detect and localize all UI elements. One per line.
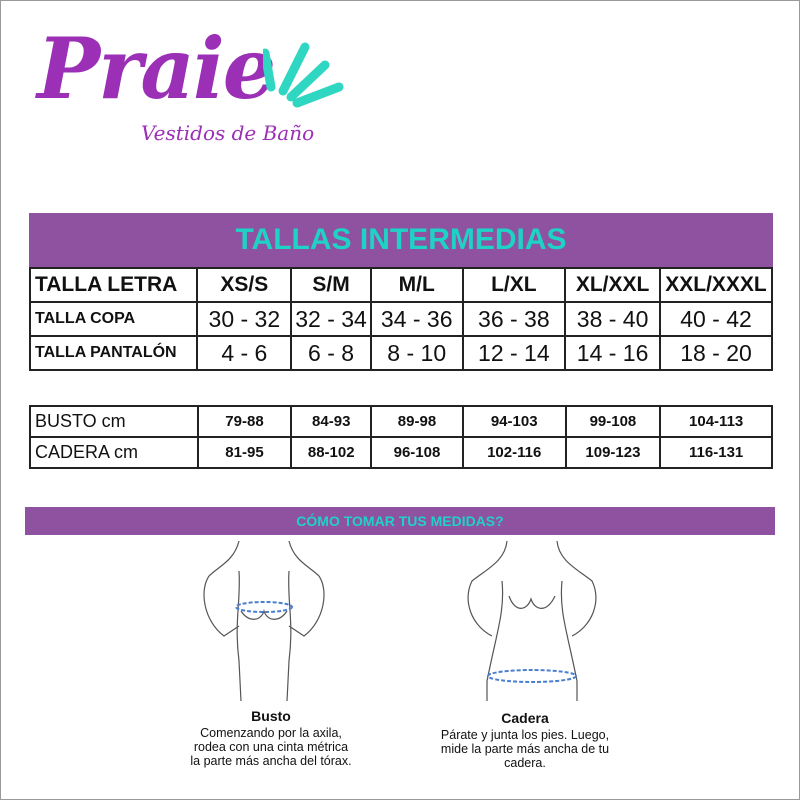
bust-line: Comenzando por la axila, [200,726,342,740]
table-cell: 36 - 38 [461,301,567,337]
hip-figure-icon [467,541,597,701]
page-title: TALLAS INTERMEDIAS [29,213,773,267]
table-cell: 79-88 [196,405,293,438]
table-cell: 88-102 [290,436,373,469]
table-cell: XXL/XXXL [659,267,773,303]
table-cell: 116-131 [659,436,773,469]
table-cell: 96-108 [370,436,464,469]
table-row: CADERA cm 81-95 88-102 96-108 102-116 109-123… [29,436,773,469]
table-cell: L/XL [461,267,567,303]
row-label: CADERA cm [29,436,199,469]
table-cell: 104-113 [659,405,773,438]
row-label: BUSTO cm [29,405,199,438]
table-cell: 6 - 8 [290,335,372,371]
hip-line: Párate y junta los pies. Luego, [440,728,610,742]
table-cell: 30 - 32 [196,301,293,337]
bust-line: rodea con una cinta métrica [193,740,349,754]
table-cell: 94-103 [461,405,567,438]
table-cell: 18 - 20 [659,335,773,371]
bust-title: Busto [251,708,291,724]
table-cell: M/L [369,267,464,303]
hip-line: mide la parte más ancha de tu [440,742,610,756]
measures-table: BUSTO cm 79-88 84-93 89-98 94-103 99-108 104-1… [29,405,773,469]
table-cell: 34 - 36 [369,301,464,337]
logo-fan-icon [263,42,344,108]
table-cell: 14 - 16 [564,335,662,371]
table-cell: 12 - 14 [461,335,567,371]
row-label: TALLA PANTALÓN [28,335,199,371]
table-row: TALLA COPA 30 - 32 32 - 34 34 - 36 36 - 38 38… [28,301,773,337]
table-cell: XL/XXL [564,267,662,303]
how-to-measure-header: CÓMO TOMAR TUS MEDIDAS? [25,507,775,535]
table-cell: 4 - 6 [196,335,293,371]
table-cell: S/M [290,267,372,303]
hip-line: cadera. [504,756,546,770]
bust-figure-icon [203,541,325,701]
table-cell: 109-123 [564,436,662,469]
table-cell: 99-108 [564,405,662,438]
logo-tagline: Vestidos de Baño [141,121,315,145]
table-cell: 89-98 [370,405,464,438]
bust-instructions: Busto Comenzando por la axila, rodea con… [151,709,391,768]
table-cell: 84-93 [290,405,373,438]
table-cell: 32 - 34 [290,301,372,337]
hip-title: Cadera [501,710,549,726]
sizes-table: TALLA LETRA XS/S S/M M/L L/XL XL/XXL XXL/XXXL T… [28,267,773,371]
table-cell: 40 - 42 [659,301,773,337]
table-cell: 38 - 40 [564,301,662,337]
table-row: TALLA LETRA XS/S S/M M/L L/XL XL/XXL XXL/XXXL [28,267,773,303]
table-cell: 8 - 10 [369,335,464,371]
row-label: TALLA LETRA [28,267,199,303]
row-label: TALLA COPA [28,301,199,337]
table-cell: 81-95 [196,436,293,469]
bust-line: la parte más ancha del tórax. [190,754,352,768]
table-cell: XS/S [196,267,293,303]
logo-wordmark: Praie [37,19,276,118]
table-row: BUSTO cm 79-88 84-93 89-98 94-103 99-108 104-1… [29,405,773,438]
hip-instructions: Cadera Párate y junta los pies. Luego, m… [405,711,645,770]
table-cell: 102-116 [461,436,567,469]
